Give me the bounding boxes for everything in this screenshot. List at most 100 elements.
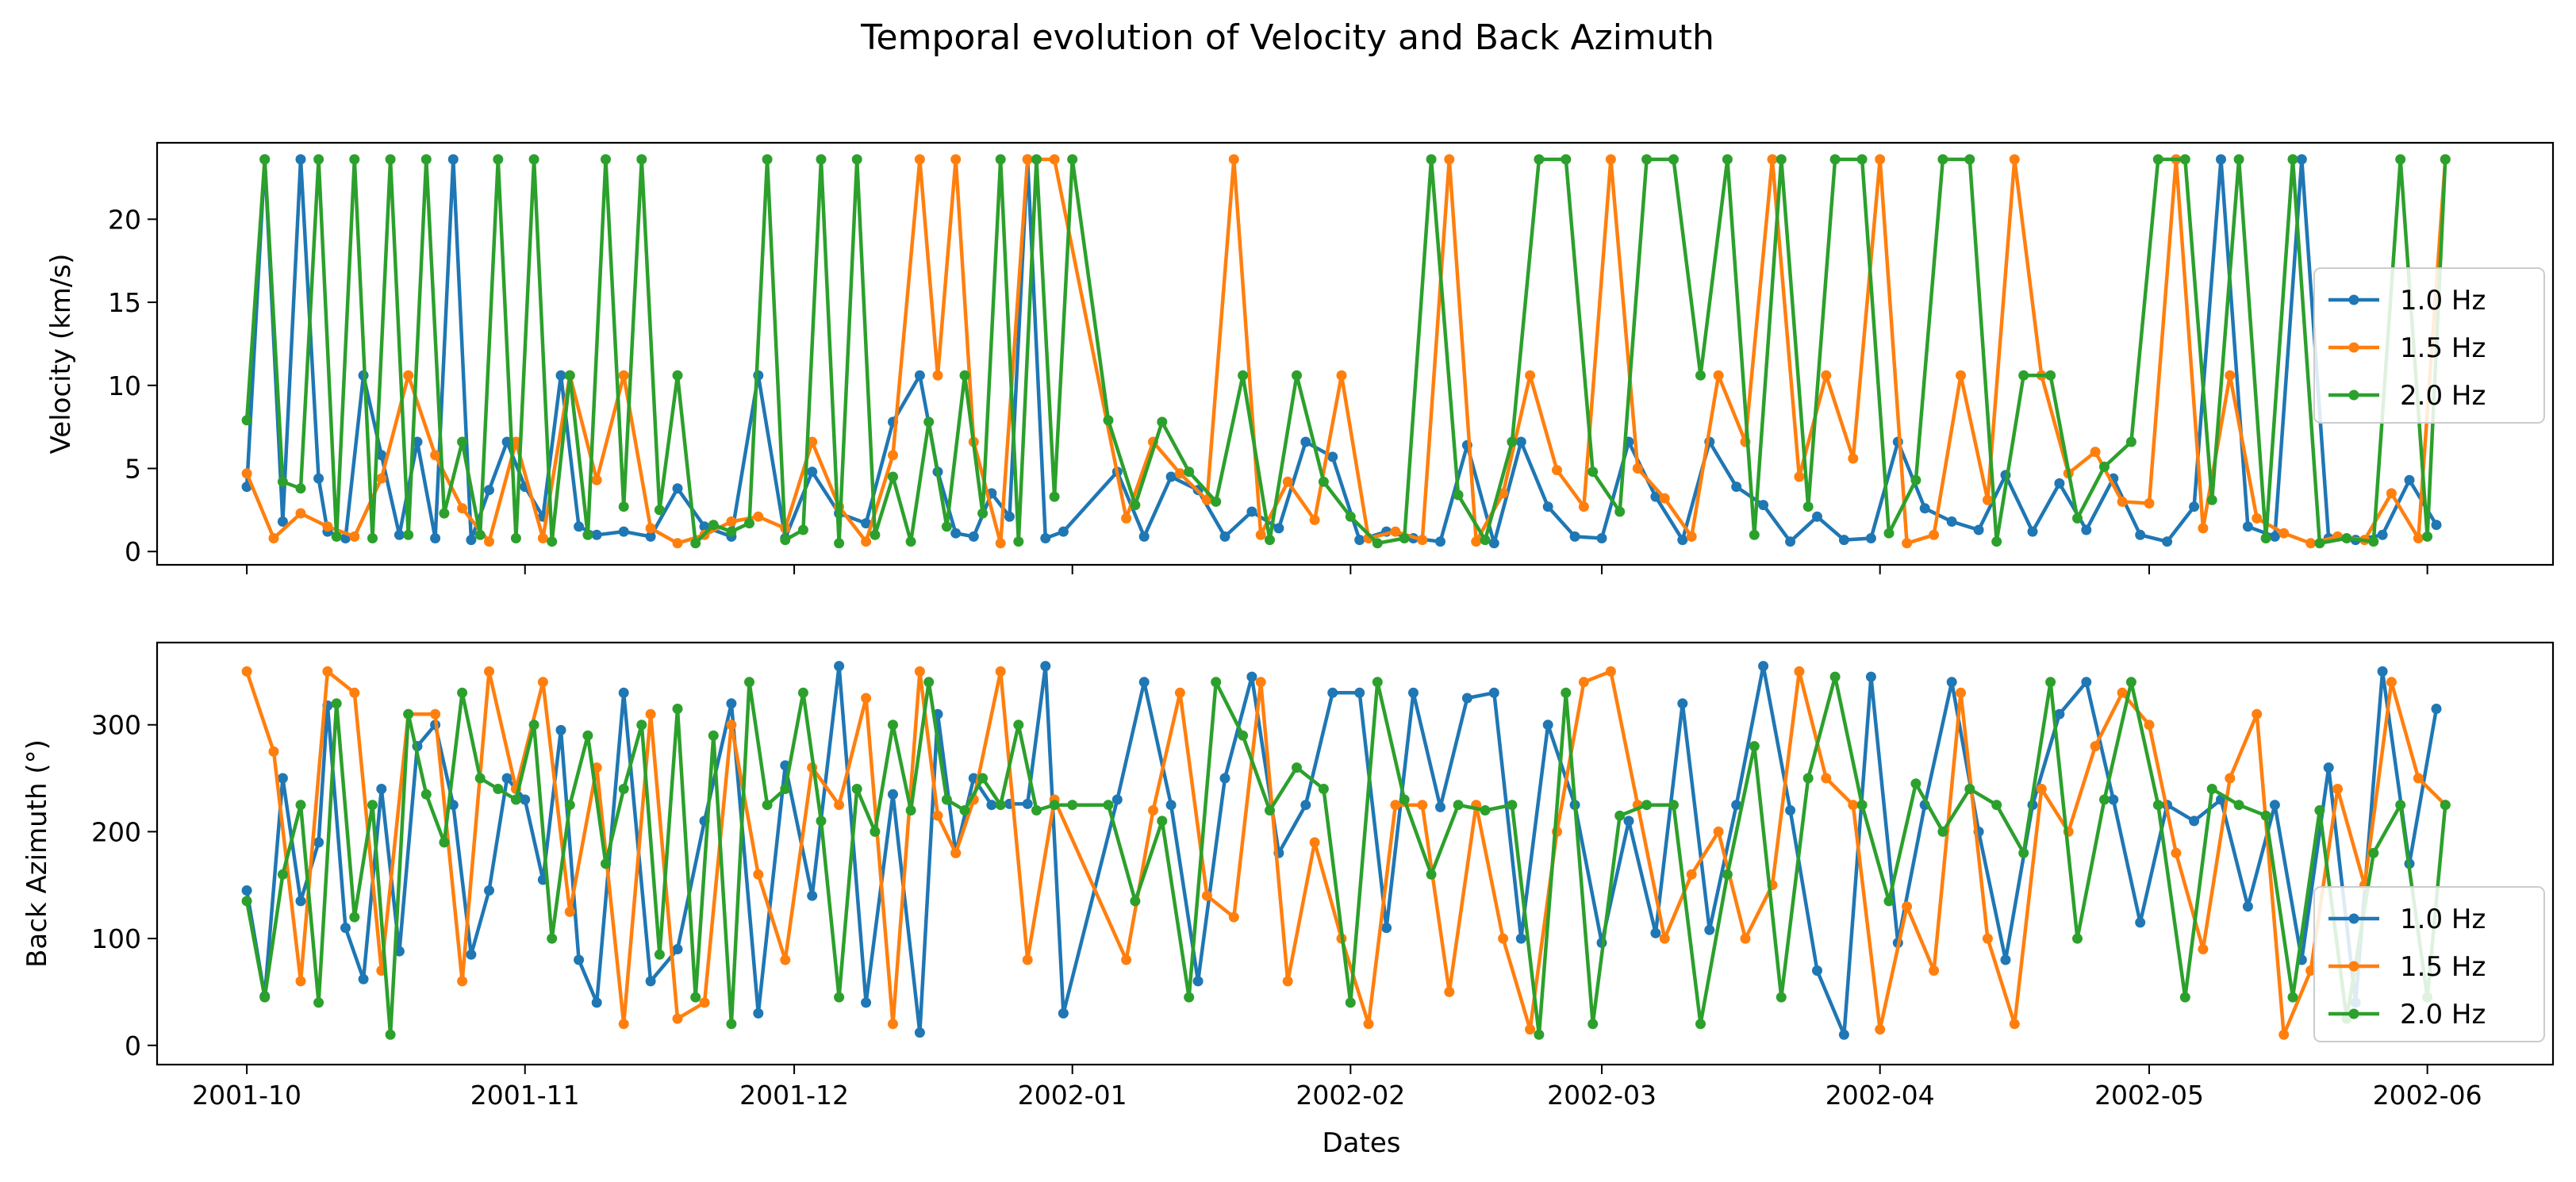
data-point (1201, 494, 1212, 505)
data-point (941, 794, 952, 805)
data-point (1336, 370, 1347, 381)
data-point (2413, 533, 2424, 543)
data-point (1956, 370, 1966, 381)
data-point (1722, 154, 1733, 165)
data-point (2440, 800, 2451, 811)
data-point (672, 704, 683, 714)
data-point (2189, 816, 2200, 827)
data-point (1561, 154, 1572, 165)
data-point (1919, 503, 1930, 514)
data-point (995, 666, 1006, 677)
data-point (1758, 661, 1769, 672)
data-point (1821, 370, 1832, 381)
data-point (618, 501, 629, 512)
x-tick-label: 2002-06 (2373, 1080, 2482, 1111)
data-point (313, 837, 324, 848)
data-point (2395, 154, 2406, 165)
data-point (1956, 687, 1966, 698)
data-point (1964, 154, 1975, 165)
data-point (690, 992, 701, 1003)
data-point (726, 720, 737, 731)
data-point (1327, 451, 1338, 462)
data-point (672, 1013, 683, 1024)
data-point (1390, 526, 1401, 537)
data-point (1991, 800, 2002, 811)
data-point (888, 471, 898, 482)
data-point (2099, 794, 2110, 805)
data-point (1883, 896, 1895, 907)
data-point (968, 531, 979, 542)
data-point (385, 1029, 396, 1040)
data-point (2440, 154, 2451, 165)
data-point (834, 538, 845, 549)
data-point (932, 810, 943, 821)
series-line (244, 674, 2447, 1037)
data-point (2072, 512, 2083, 524)
data-point (277, 476, 288, 487)
data-point (959, 805, 970, 816)
data-point (2045, 677, 2056, 688)
data-point (2422, 531, 2433, 542)
data-point (1453, 800, 1464, 811)
data-point (2081, 677, 2092, 688)
legend-label: 2.0 Hz (2400, 380, 2486, 412)
data-point (564, 370, 575, 381)
data-point (2431, 520, 2442, 531)
data-point (851, 784, 862, 794)
data-point (528, 154, 539, 165)
data-point (1022, 954, 1033, 965)
data-point (2198, 944, 2209, 954)
data-point (932, 370, 943, 381)
data-point (1300, 436, 1311, 447)
data-point (1929, 965, 1940, 976)
data-point (2054, 708, 2065, 720)
y-tick-label: 5 (125, 454, 141, 485)
data-point (797, 687, 808, 698)
data-point (2000, 954, 2011, 965)
data-point (2252, 512, 2263, 524)
data-point (2206, 784, 2217, 794)
data-point (1749, 529, 1760, 540)
data-point (1480, 805, 1491, 816)
data-point (1435, 801, 1445, 812)
data-point (2099, 461, 2110, 472)
data-point (241, 896, 252, 907)
data-point (618, 784, 629, 794)
data-point (447, 154, 459, 165)
data-point (1238, 730, 1249, 741)
data-point (412, 436, 423, 447)
data-point (2036, 784, 2047, 794)
data-point (2135, 529, 2146, 540)
data-point (457, 436, 468, 447)
data-point (1578, 501, 1589, 512)
data-point (547, 536, 558, 547)
data-point (1273, 523, 1284, 534)
data-point (1650, 927, 1661, 938)
data-point (1121, 954, 1132, 965)
data-point (1569, 531, 1580, 542)
data-point (1184, 992, 1195, 1003)
data-point (547, 933, 558, 944)
data-point (349, 531, 360, 542)
data-point (618, 370, 629, 381)
data-point (601, 858, 611, 869)
y-tick-label: 0 (125, 536, 141, 567)
data-point (1345, 511, 1356, 522)
data-point (1300, 800, 1311, 811)
data-point (537, 533, 548, 543)
legend-marker (2348, 1008, 2359, 1019)
data-point (313, 473, 324, 484)
data-point (2252, 708, 2263, 720)
data-point (277, 773, 288, 784)
data-point (797, 524, 808, 535)
data-point (672, 944, 683, 954)
data-point (1211, 677, 1222, 688)
data-point (1498, 933, 1509, 944)
legend-box (2313, 886, 2545, 1042)
data-point (2198, 523, 2209, 534)
data-point (1444, 986, 1455, 997)
data-point (1587, 466, 1599, 478)
data-point (349, 687, 360, 698)
data-point (1596, 533, 1607, 543)
data-point (762, 154, 773, 165)
